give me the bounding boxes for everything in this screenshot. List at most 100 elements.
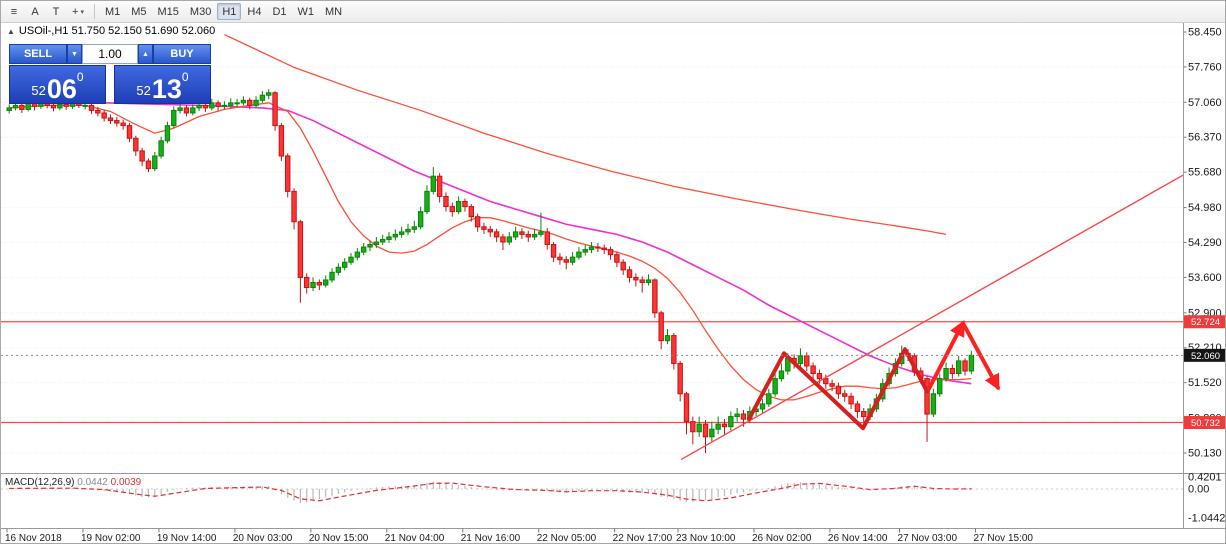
- candle: [266, 89, 272, 100]
- time-axis-label: 20 Nov 03:00: [233, 533, 293, 543]
- timeframe-button-w1[interactable]: W1: [293, 3, 320, 20]
- sell-price-pips: 06: [46, 74, 77, 105]
- time-axis-label: 19 Nov 02:00: [81, 533, 141, 543]
- timeframe-button-d1[interactable]: D1: [267, 3, 291, 20]
- one-click-trading-panel: SELL ▼ ▲ BUY 52 06 0 52 13 0: [9, 44, 211, 104]
- time-axis-label: 16 Nov 2018: [5, 533, 62, 543]
- candle: [576, 247, 582, 260]
- candle: [285, 153, 291, 198]
- candle: [88, 102, 95, 114]
- candle: [190, 104, 196, 116]
- candle: [234, 98, 240, 107]
- sell-price-frac: 0: [76, 70, 84, 84]
- candle: [538, 212, 544, 237]
- svg-text:52.724: 52.724: [1191, 317, 1220, 328]
- candle: [392, 229, 399, 241]
- candle: [728, 411, 734, 431]
- candle: [221, 101, 228, 110]
- sell-button[interactable]: SELL: [9, 44, 67, 64]
- price-chart: MACD(12,26,9) 0.0442 0.0039 58.450 57.760…: [1, 23, 1225, 543]
- candle: [962, 358, 968, 376]
- candle: [164, 121, 171, 144]
- drawn-objects[interactable]: [1, 174, 1184, 461]
- candle: [721, 419, 728, 436]
- candle: [842, 389, 848, 402]
- tool-dropdown-caret-icon[interactable]: ▾: [80, 8, 84, 16]
- timeframe-button-h1[interactable]: H1: [217, 3, 242, 20]
- zigzag-drawing[interactable]: [747, 347, 929, 431]
- macd-axis-label: -1.0442: [1188, 513, 1225, 525]
- candle: [228, 98, 234, 108]
- candle: [455, 196, 462, 215]
- candle: [588, 241, 595, 254]
- font-tool-icon[interactable]: A: [25, 3, 45, 20]
- crosshair-tool-icon[interactable]: + ▾: [67, 3, 89, 20]
- candle: [525, 230, 531, 242]
- level-price-tag: 52.724: [1184, 315, 1225, 329]
- sell-price-display[interactable]: 52 06 0: [9, 65, 106, 104]
- buy-button[interactable]: BUY: [153, 44, 211, 64]
- svg-text:52.060: 52.060: [1191, 351, 1220, 362]
- candle: [101, 109, 107, 122]
- time-axis-label: 26 Nov 02:00: [752, 533, 812, 543]
- candle: [861, 407, 867, 423]
- candle: [316, 279, 323, 291]
- timeframe-button-m5[interactable]: M5: [126, 3, 151, 20]
- charts-list-icon[interactable]: ≡: [4, 3, 24, 20]
- timeframe-button-m30[interactable]: M30: [185, 3, 216, 20]
- candle: [766, 388, 772, 407]
- candle: [171, 106, 177, 129]
- candle: [152, 151, 158, 172]
- text-tool-icon[interactable]: T: [46, 3, 66, 20]
- candle: [493, 228, 500, 242]
- candle: [133, 135, 139, 156]
- candle: [968, 350, 975, 375]
- price-axis-label: 53.600: [1188, 272, 1222, 284]
- candle: [639, 276, 645, 293]
- volume-input[interactable]: [82, 44, 138, 64]
- trendline[interactable]: [680, 174, 1184, 461]
- time-axis-label: 27 Nov 15:00: [973, 533, 1033, 543]
- main-toolbar: ≡ A T + ▾ M1 M5 M15 M30 H1 H4 D1 W1 MN: [1, 1, 1225, 23]
- candle: [272, 91, 278, 131]
- volume-increase-button[interactable]: ▲: [138, 44, 153, 64]
- candle: [797, 348, 804, 367]
- candle: [341, 258, 348, 271]
- candle: [310, 277, 316, 292]
- candle: [626, 266, 633, 283]
- candle: [247, 97, 253, 110]
- one-click-panel-toggle-icon[interactable]: ▲: [7, 27, 15, 36]
- timeframe-button-m15[interactable]: M15: [153, 3, 184, 20]
- down-arrow-drawing[interactable]: [962, 322, 1000, 391]
- candle: [557, 253, 563, 265]
- time-axis-label: 26 Nov 14:00: [828, 533, 888, 543]
- volume-decrease-button[interactable]: ▼: [67, 44, 82, 64]
- buy-price-frac: 0: [181, 70, 189, 84]
- candle: [601, 244, 607, 255]
- price-axis-label: 51.520: [1188, 377, 1222, 389]
- candle: [354, 248, 361, 261]
- candle: [690, 416, 696, 445]
- time-axis-label: 22 Nov 05:00: [537, 533, 597, 543]
- candle: [209, 98, 215, 111]
- up-arrow-drawing[interactable]: [927, 320, 965, 391]
- buy-price-display[interactable]: 52 13 0: [114, 65, 211, 104]
- price-axis-label: 55.680: [1188, 167, 1222, 179]
- horizontal-level-lines[interactable]: [1, 321, 1184, 424]
- candle: [702, 420, 709, 453]
- candle: [835, 382, 842, 399]
- candle: [949, 364, 956, 379]
- sell-price-int: 52: [31, 83, 46, 98]
- buy-price-int: 52: [136, 83, 151, 98]
- candle: [772, 373, 778, 397]
- toolbar-separator: [93, 4, 95, 19]
- candle: [379, 234, 386, 246]
- candle: [177, 103, 183, 114]
- candle: [778, 363, 785, 382]
- candle: [829, 379, 835, 392]
- timeframe-button-m1[interactable]: M1: [100, 3, 125, 20]
- time-axis-label: 21 Nov 04:00: [385, 533, 445, 543]
- timeframe-button-mn[interactable]: MN: [320, 3, 347, 20]
- timeframe-button-h4[interactable]: H4: [242, 3, 266, 20]
- fast-ma-line: [9, 102, 972, 401]
